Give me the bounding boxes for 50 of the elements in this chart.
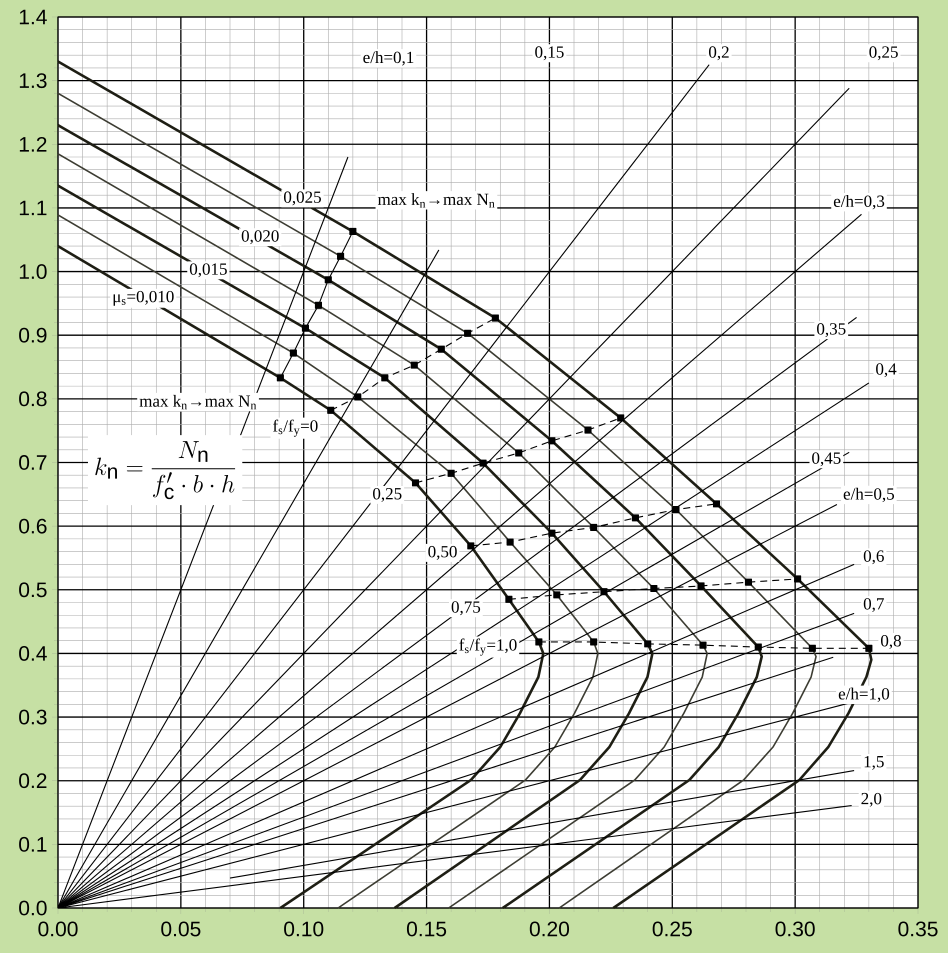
annotation: e/h=0,5 bbox=[844, 488, 894, 502]
y-tick-label: 0.5 bbox=[19, 582, 47, 598]
y-tick-label: 0.1 bbox=[19, 836, 46, 852]
y-tick-label: 0.7 bbox=[19, 455, 46, 470]
y-tick-label: 1.1 bbox=[20, 200, 46, 216]
y-tick-label: 1.2 bbox=[20, 136, 46, 152]
annotation: f$_{s}$/f$_{y}$=0 bbox=[273, 420, 318, 437]
x-tick-label: 0.00 bbox=[38, 922, 78, 936]
annotation: 0,25 bbox=[869, 46, 898, 60]
annotation: 1,5 bbox=[864, 756, 884, 770]
annotation: 0,8 bbox=[880, 635, 901, 649]
x-tick-label: 0.35 bbox=[898, 922, 938, 936]
annotation: 0,7 bbox=[864, 598, 884, 612]
annotation: 0,6 bbox=[864, 550, 884, 564]
y-tick-label: 1.0 bbox=[20, 264, 47, 279]
annotation: 2,0 bbox=[861, 792, 882, 807]
annotation: 0,015 bbox=[190, 263, 227, 278]
x-tick-label: 0.20 bbox=[530, 922, 570, 936]
annotation: $k_{\mathrm{n}} = \dfrac{N_{\mathrm{n}}}{f'_{\mathrm{c}} \cdot b \cdot h}$ bbox=[95, 441, 236, 500]
x-tick-label: 0.10 bbox=[284, 922, 324, 936]
y-tick-label: 1.4 bbox=[20, 10, 47, 24]
y-tick-label: 0.3 bbox=[19, 710, 47, 724]
annotation: e/h=1,0 bbox=[838, 688, 890, 702]
y-tick-label: 0.6 bbox=[19, 518, 47, 534]
y-tick-label: 0.2 bbox=[19, 773, 46, 788]
annotation: 0,15 bbox=[535, 46, 564, 60]
y-tick-label: 0.4 bbox=[19, 646, 47, 661]
annotation: 0,50 bbox=[428, 546, 457, 560]
x-tick-label: 0.05 bbox=[161, 922, 200, 936]
annotation: 0,35 bbox=[817, 323, 846, 338]
annotation: μ$_{s}$=0,010 bbox=[114, 290, 174, 306]
annotation: max k$_{n}$→max N$_{n}$ bbox=[140, 394, 256, 410]
annotation: 0,025 bbox=[284, 191, 321, 206]
annotation: 0,25 bbox=[373, 488, 402, 502]
x-tick-label: 0.15 bbox=[406, 922, 446, 936]
annotation: e/h=0,3 bbox=[834, 194, 884, 210]
x-tick-label: 0.25 bbox=[652, 922, 692, 936]
annotation: max k$_{n}$→max N$_{n}$ bbox=[378, 193, 495, 208]
y-tick-label: 0.9 bbox=[19, 328, 46, 343]
x-tick-label: 0.30 bbox=[776, 922, 815, 936]
annotation: e/h=0,1 bbox=[363, 51, 414, 66]
annotation: 0,4 bbox=[876, 363, 896, 378]
annotation: 0,020 bbox=[242, 230, 279, 244]
y-tick-label: 1.3 bbox=[20, 73, 47, 88]
annotation: 0,75 bbox=[452, 601, 480, 616]
y-tick-label: 0.8 bbox=[19, 391, 47, 406]
annotation: 0,2 bbox=[708, 46, 729, 60]
annotation: 0,45 bbox=[812, 452, 841, 466]
annotation: f$_{s}$/f$_{y}$=1,0 bbox=[459, 638, 517, 656]
y-tick-label: 0.0 bbox=[19, 900, 47, 916]
